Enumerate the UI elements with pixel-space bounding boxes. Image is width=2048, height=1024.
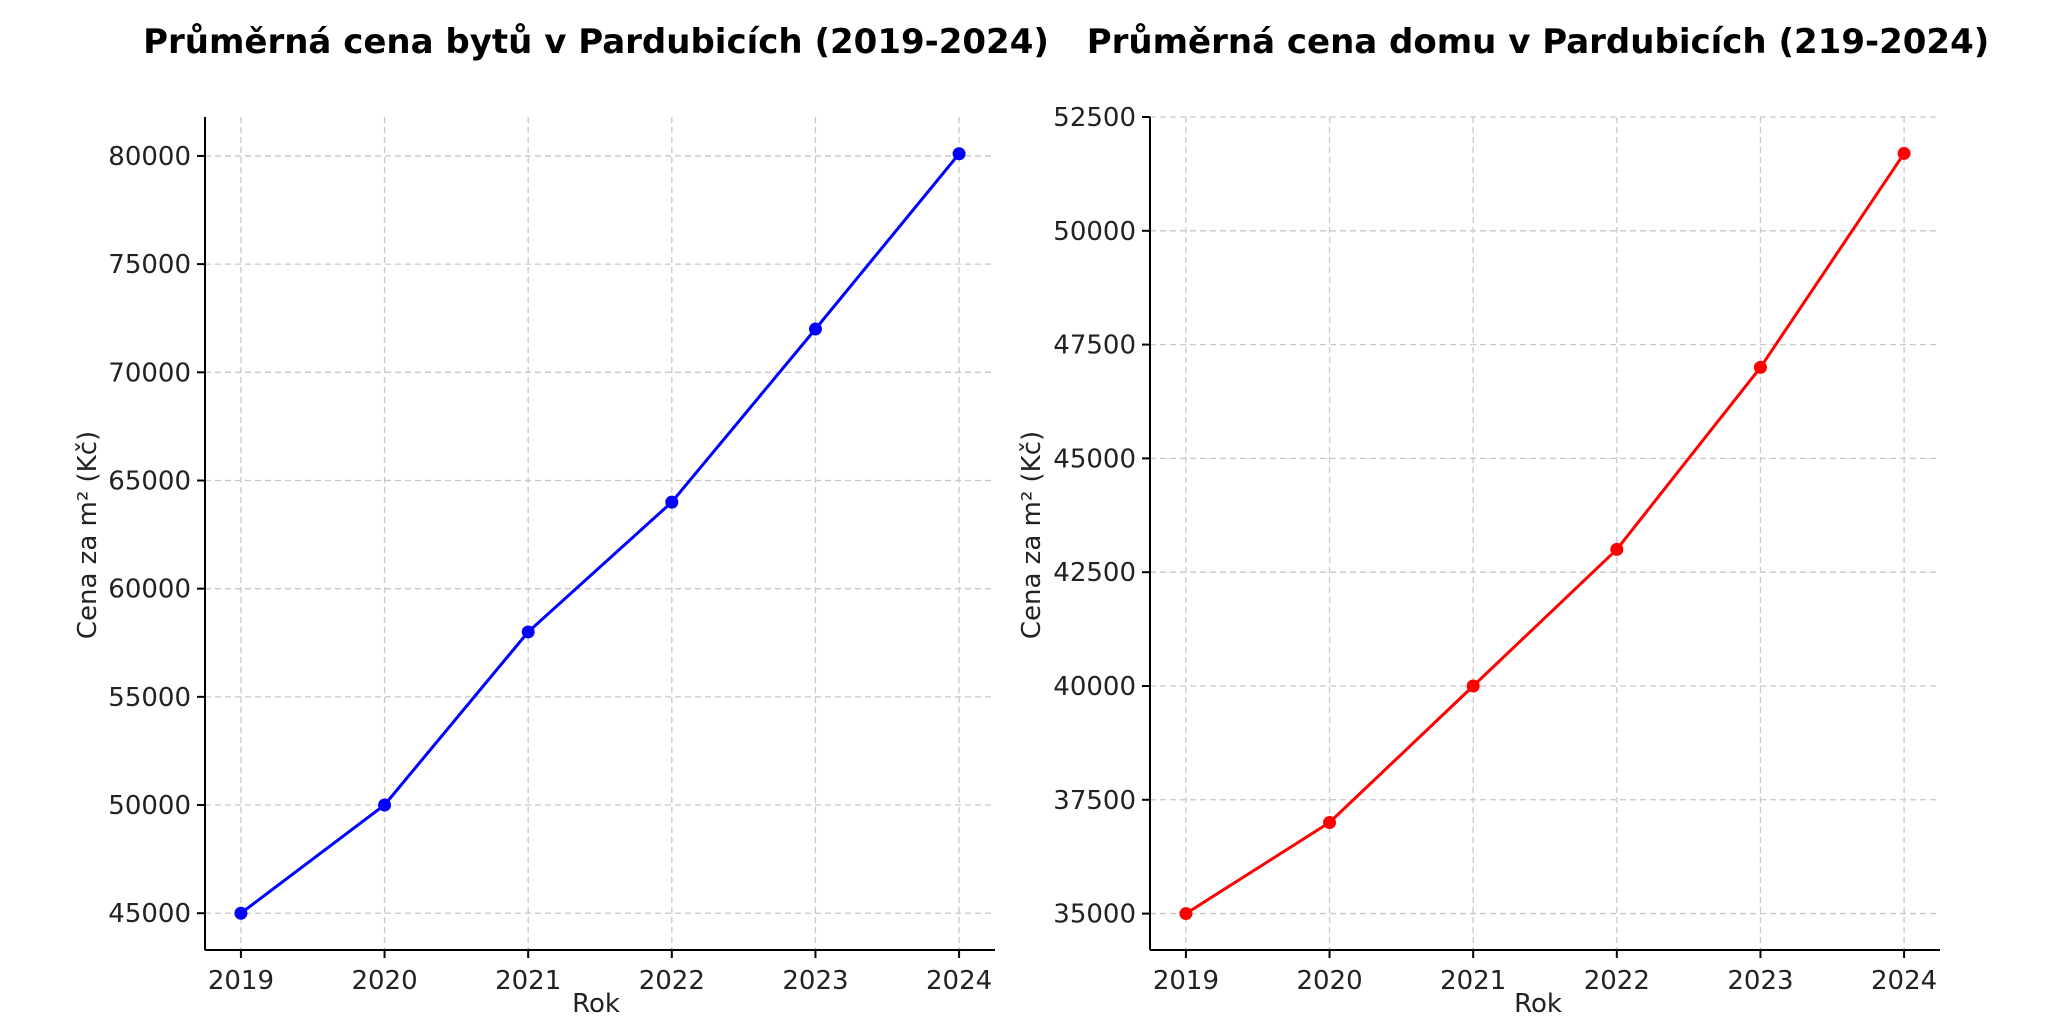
data-point — [378, 798, 392, 812]
y-tick-label: 47500 — [1053, 331, 1136, 361]
series — [234, 147, 966, 920]
x-tick-label: 2024 — [1871, 966, 1937, 996]
y-tick-label: 50000 — [1053, 217, 1136, 247]
x-tick-label: 2023 — [1727, 966, 1793, 996]
data-point — [1466, 679, 1480, 693]
x-tick-label: 2019 — [208, 966, 274, 996]
y-tick-label: 65000 — [108, 466, 191, 496]
x-tick-label: 2019 — [1153, 966, 1219, 996]
data-point — [1610, 542, 1624, 556]
series-line — [239, 152, 961, 915]
data-point — [1753, 360, 1767, 374]
axes — [204, 117, 995, 951]
data-point — [1897, 146, 1911, 160]
chart-title: Průměrná cena domu v Pardubicích (219-20… — [1087, 22, 1990, 62]
y-tick-label: 35000 — [1053, 900, 1136, 930]
data-point — [521, 625, 535, 639]
y-tick-label: 45000 — [108, 899, 191, 929]
x-tick-label: 2024 — [926, 966, 992, 996]
x-tick-label: 2021 — [1440, 966, 1506, 996]
y-axis-label: Cena za m² (Kč) — [73, 431, 103, 639]
y-tick-label: 37500 — [1053, 786, 1136, 816]
y-tick-label: 60000 — [108, 575, 191, 605]
data-point — [234, 906, 248, 920]
series — [1179, 146, 1911, 921]
x-axis-label: Rok — [572, 989, 620, 1019]
axes — [1149, 117, 1940, 951]
y-tick-label: 50000 — [108, 791, 191, 821]
data-point — [808, 322, 822, 336]
x-tick-label: 2020 — [1296, 966, 1362, 996]
x-axis-label: Rok — [1514, 989, 1562, 1019]
chart-title: Průměrná cena bytů v Pardubicích (2019-2… — [143, 22, 1049, 62]
y-tick-label: 45000 — [1053, 444, 1136, 474]
data-point — [952, 147, 966, 161]
grid — [1150, 116, 1940, 950]
x-tick-label: 2022 — [639, 966, 705, 996]
chart-houses: Průměrná cena domu v Pardubicích (219-20… — [1017, 22, 1989, 1019]
series-line — [1185, 152, 1906, 915]
y-tick-label: 55000 — [108, 683, 191, 713]
data-point — [1323, 816, 1337, 830]
ticks: 2019 2020 2021 2022 2023 2024 35000 37500 40000 4… — [1053, 103, 1937, 996]
data-point — [1179, 907, 1193, 921]
y-tick-label: 70000 — [108, 358, 191, 388]
chart-apartments: Průměrná cena bytů v Pardubicích (2019-2… — [73, 22, 1049, 1019]
y-tick-label: 40000 — [1053, 672, 1136, 702]
y-tick-label: 42500 — [1053, 558, 1136, 588]
x-tick-label: 2023 — [782, 966, 848, 996]
ticks: 2019 2020 2021 2022 2023 2024 45000 50000 55000 6… — [108, 142, 992, 996]
data-point — [665, 495, 679, 509]
y-axis-label: Cena za m² (Kč) — [1017, 431, 1047, 639]
grid — [205, 117, 995, 950]
y-tick-label: 52500 — [1053, 103, 1136, 133]
x-tick-label: 2020 — [351, 966, 417, 996]
y-tick-label: 75000 — [108, 250, 191, 280]
x-tick-label: 2022 — [1584, 966, 1650, 996]
x-tick-label: 2021 — [495, 966, 561, 996]
y-tick-label: 80000 — [108, 142, 191, 172]
